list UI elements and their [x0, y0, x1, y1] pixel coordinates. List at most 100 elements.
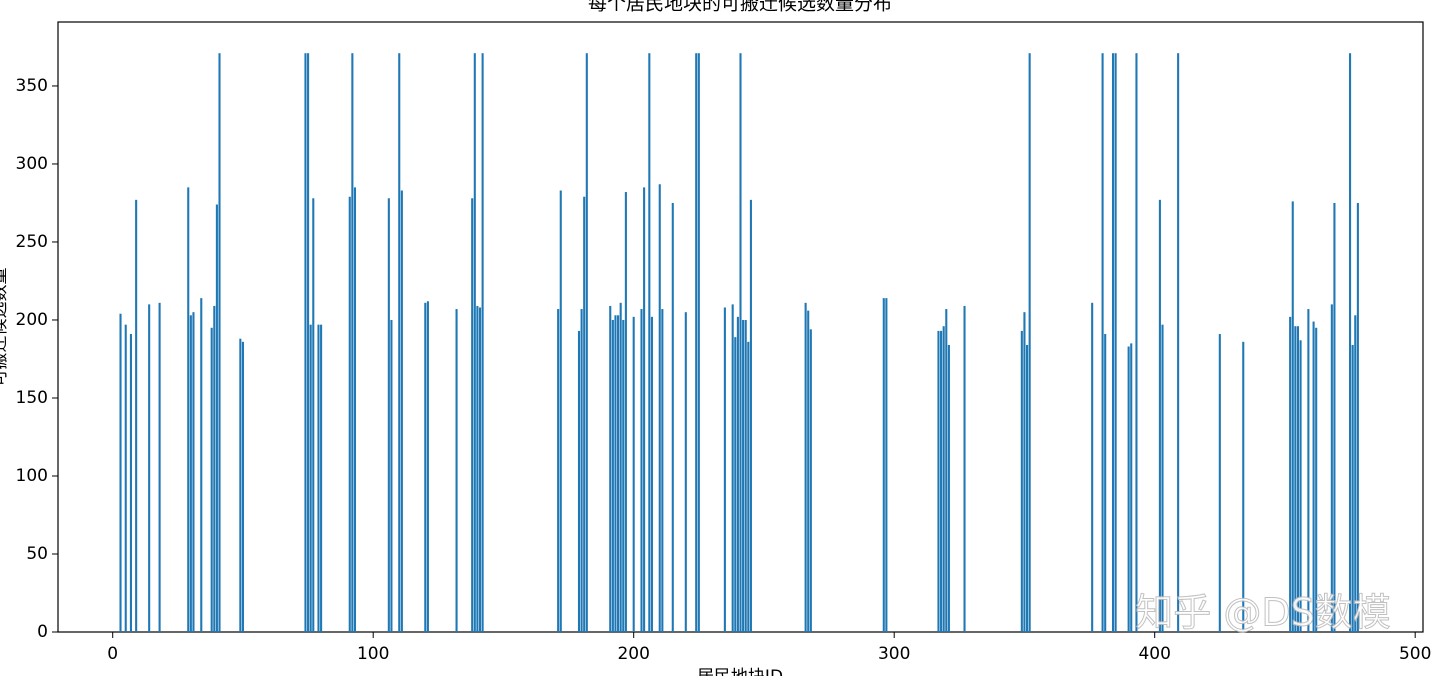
bar [632, 316, 635, 632]
bar [471, 198, 474, 632]
y-tick-label: 350 [16, 76, 48, 96]
watermark: 知乎 @DS数模 [1135, 591, 1390, 635]
bar [1091, 302, 1094, 632]
bar [749, 199, 752, 632]
bar [353, 187, 357, 632]
bar [559, 190, 562, 633]
y-tick-label: 100 [16, 466, 48, 486]
bar [1354, 315, 1357, 632]
bar [1351, 344, 1354, 632]
bar [648, 53, 651, 633]
bar [473, 53, 476, 633]
bar [557, 309, 560, 632]
bar [304, 53, 307, 633]
bar [742, 319, 745, 632]
bar [210, 327, 213, 632]
x-tick-label: 100 [357, 644, 389, 664]
bar [580, 309, 583, 632]
bar [947, 344, 950, 632]
bar [1020, 330, 1023, 632]
bar [476, 305, 479, 632]
bar [390, 319, 393, 632]
x-axis-label: 居民地块ID [697, 667, 783, 676]
bar [218, 53, 221, 633]
x-tick-label: 400 [1138, 644, 1170, 664]
bar [1333, 202, 1336, 632]
bar [1307, 309, 1310, 632]
bar [963, 305, 966, 632]
bar [424, 302, 427, 632]
bar [348, 196, 351, 633]
y-tick-label: 250 [16, 232, 48, 252]
chart-title: 每个居民地块的可搬迁候选数量分布 [588, 0, 892, 15]
bar [1177, 53, 1180, 633]
bar [695, 53, 698, 633]
bar [1114, 53, 1117, 633]
bar [1291, 201, 1294, 633]
bar [158, 302, 161, 632]
bar [1023, 312, 1026, 632]
bar [1161, 324, 1164, 632]
bar [734, 337, 737, 632]
bar [747, 341, 750, 632]
bar [1356, 202, 1359, 632]
bar [937, 330, 940, 632]
bar [124, 324, 127, 632]
x-tick-label: 0 [107, 644, 118, 664]
bar [187, 187, 190, 632]
bar [307, 53, 310, 633]
bar [671, 202, 674, 632]
plot-area [119, 53, 1359, 633]
bar [1349, 53, 1352, 633]
bar [1315, 327, 1318, 632]
bar [1330, 304, 1333, 632]
bar [1218, 334, 1221, 632]
bar [739, 53, 742, 633]
bar [1127, 346, 1130, 632]
bar [624, 192, 627, 632]
bar [478, 307, 482, 632]
bar [1289, 316, 1292, 632]
bar [455, 309, 458, 632]
bar [885, 298, 888, 632]
bar [684, 312, 687, 632]
bar [643, 187, 646, 632]
bar [189, 315, 192, 632]
bar [1158, 199, 1161, 632]
x-tick-label: 500 [1399, 644, 1431, 664]
bar [640, 309, 643, 632]
bar [398, 53, 401, 633]
bar [622, 319, 625, 632]
bar [650, 316, 653, 632]
bar [1101, 53, 1104, 633]
bar [731, 304, 734, 632]
bar [1135, 53, 1138, 633]
y-tick-label: 0 [37, 622, 48, 642]
bar [1026, 344, 1029, 632]
bar [309, 324, 312, 632]
y-tick-label: 300 [16, 154, 48, 174]
bar [317, 324, 320, 632]
bar [1294, 326, 1297, 632]
bar [942, 326, 945, 632]
bar [619, 302, 622, 632]
bar [481, 53, 484, 633]
bar [400, 190, 403, 633]
bar [1104, 334, 1107, 632]
bar [882, 298, 885, 632]
bar [940, 330, 943, 632]
bar [807, 310, 810, 632]
bar [119, 313, 122, 632]
bar [192, 312, 195, 632]
bar [611, 319, 614, 632]
bar [809, 329, 812, 632]
bar [129, 334, 132, 632]
bar [945, 309, 948, 632]
bar [1312, 321, 1315, 632]
bar [1111, 53, 1115, 633]
y-tick-label: 200 [16, 310, 48, 330]
bar [661, 309, 664, 632]
bar [213, 305, 216, 632]
bar [148, 304, 151, 632]
